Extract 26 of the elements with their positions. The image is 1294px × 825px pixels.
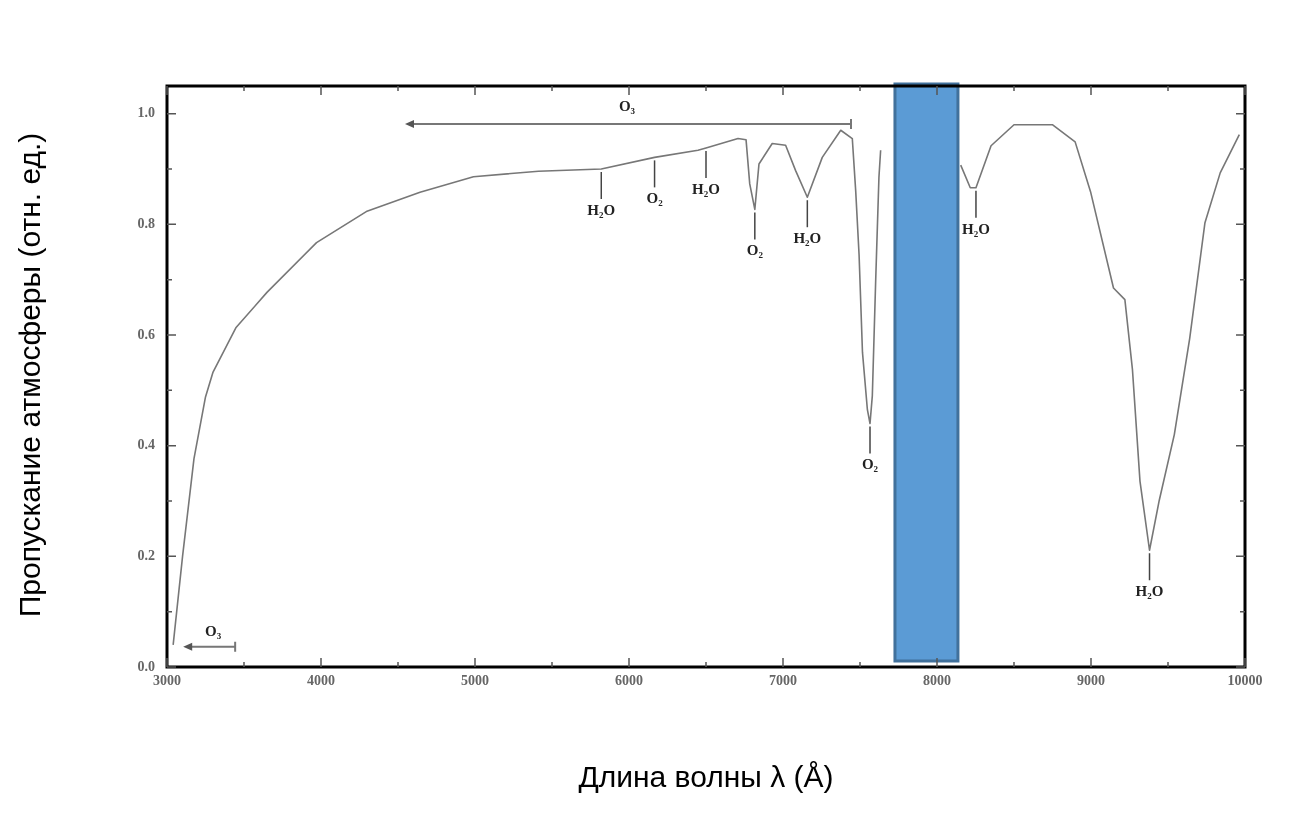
- annotation: H₂O: [793, 230, 822, 247]
- y-axis-title: Пропускание атмосферы (отн. ед.): [13, 132, 47, 618]
- annotation: H₂O: [962, 220, 990, 237]
- annotation: O₂: [861, 456, 879, 473]
- annotation: H₂O: [692, 180, 720, 197]
- x-tick-label: 5000: [461, 673, 489, 689]
- x-tick-label: 4000: [307, 673, 335, 689]
- x-axis-title: Длина волны λ (Å): [577, 760, 835, 794]
- x-tick-label: 7000: [769, 673, 797, 689]
- y-tick-label: 0.8: [137, 215, 155, 231]
- x-tick-label: 10000: [1227, 673, 1263, 689]
- y-tick-label: 1.0: [137, 105, 155, 121]
- annotation: H₂O: [1135, 583, 1164, 600]
- x-tick-label: 8000: [923, 673, 951, 689]
- annotation: O₃: [618, 97, 636, 114]
- x-tick-label: 3000: [153, 673, 181, 689]
- y-tick-label: 0.6: [137, 326, 155, 342]
- x-tick-label: 6000: [615, 673, 643, 689]
- annotation: O₂: [646, 190, 664, 207]
- annotation: H₂O: [587, 201, 616, 218]
- annotation: O₂: [746, 242, 764, 259]
- y-tick-label: 0.4: [137, 437, 155, 453]
- annotation: O₃: [205, 622, 222, 639]
- y-tick-label: 0.2: [137, 547, 155, 563]
- y-tick-label: 0.0: [137, 658, 155, 674]
- x-tick-label: 9000: [1077, 673, 1105, 689]
